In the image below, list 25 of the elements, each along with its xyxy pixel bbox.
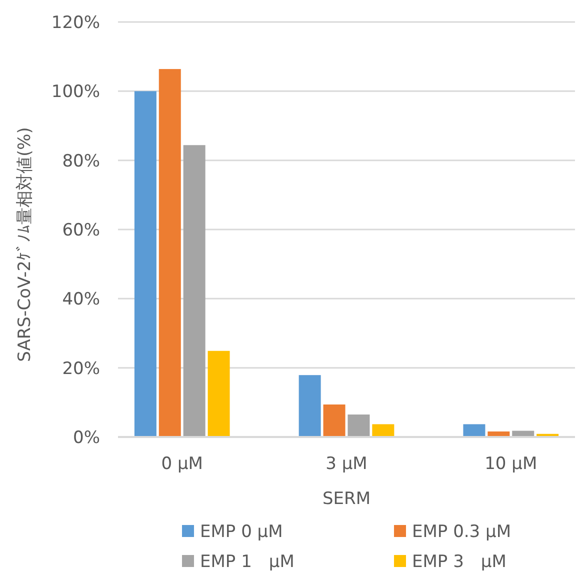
y-axis-title: SARS-CoV-2ｹﾞﾉﾑ量相対値(%) xyxy=(15,127,35,362)
bar xyxy=(348,414,370,437)
x-axis-title: SERM xyxy=(322,489,371,509)
y-tick-label: 20% xyxy=(62,358,100,379)
bar xyxy=(134,91,156,437)
legend-label: EMP 1 μM xyxy=(200,552,294,572)
y-tick-label: 100% xyxy=(51,82,100,102)
y-tick-label: 120% xyxy=(51,12,100,33)
bar xyxy=(298,375,321,437)
y-tick-label: 40% xyxy=(62,290,100,310)
y-tick-label: 0% xyxy=(73,428,100,448)
y-tick-label: 80% xyxy=(62,151,100,172)
bar xyxy=(372,424,394,437)
legend-label: EMP 3 μM xyxy=(412,552,506,572)
bar xyxy=(158,69,181,437)
bar xyxy=(323,404,346,437)
bar xyxy=(208,350,230,437)
x-tick-label: 10 μM xyxy=(484,454,538,474)
y-tick-label: 60% xyxy=(62,220,100,240)
bar xyxy=(463,424,486,437)
x-tick-label: 3 μM xyxy=(326,454,368,474)
legend-label: EMP 0 μM xyxy=(200,522,283,542)
legend-label: EMP 0.3 μM xyxy=(412,522,511,542)
x-tick-label: 0 μM xyxy=(161,454,203,474)
bar xyxy=(183,145,206,437)
